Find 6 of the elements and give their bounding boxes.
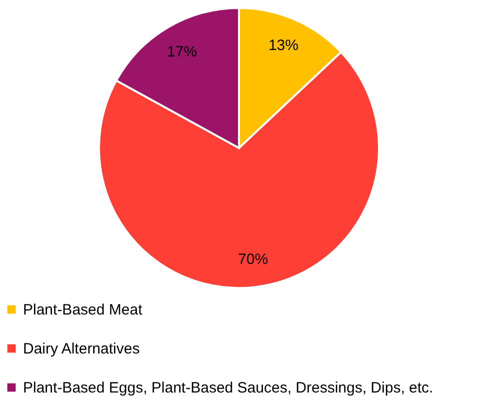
data-label: 17% [166,44,198,61]
data-label: 70% [238,251,268,268]
legend-label: Plant-Based Eggs, Plant-Based Sauces, Dressings, Dips, etc. [23,380,434,396]
data-label: 13% [268,37,298,54]
legend-label: Plant-Based Meat [23,302,144,318]
legend-label: Dairy Alternatives [23,340,140,358]
